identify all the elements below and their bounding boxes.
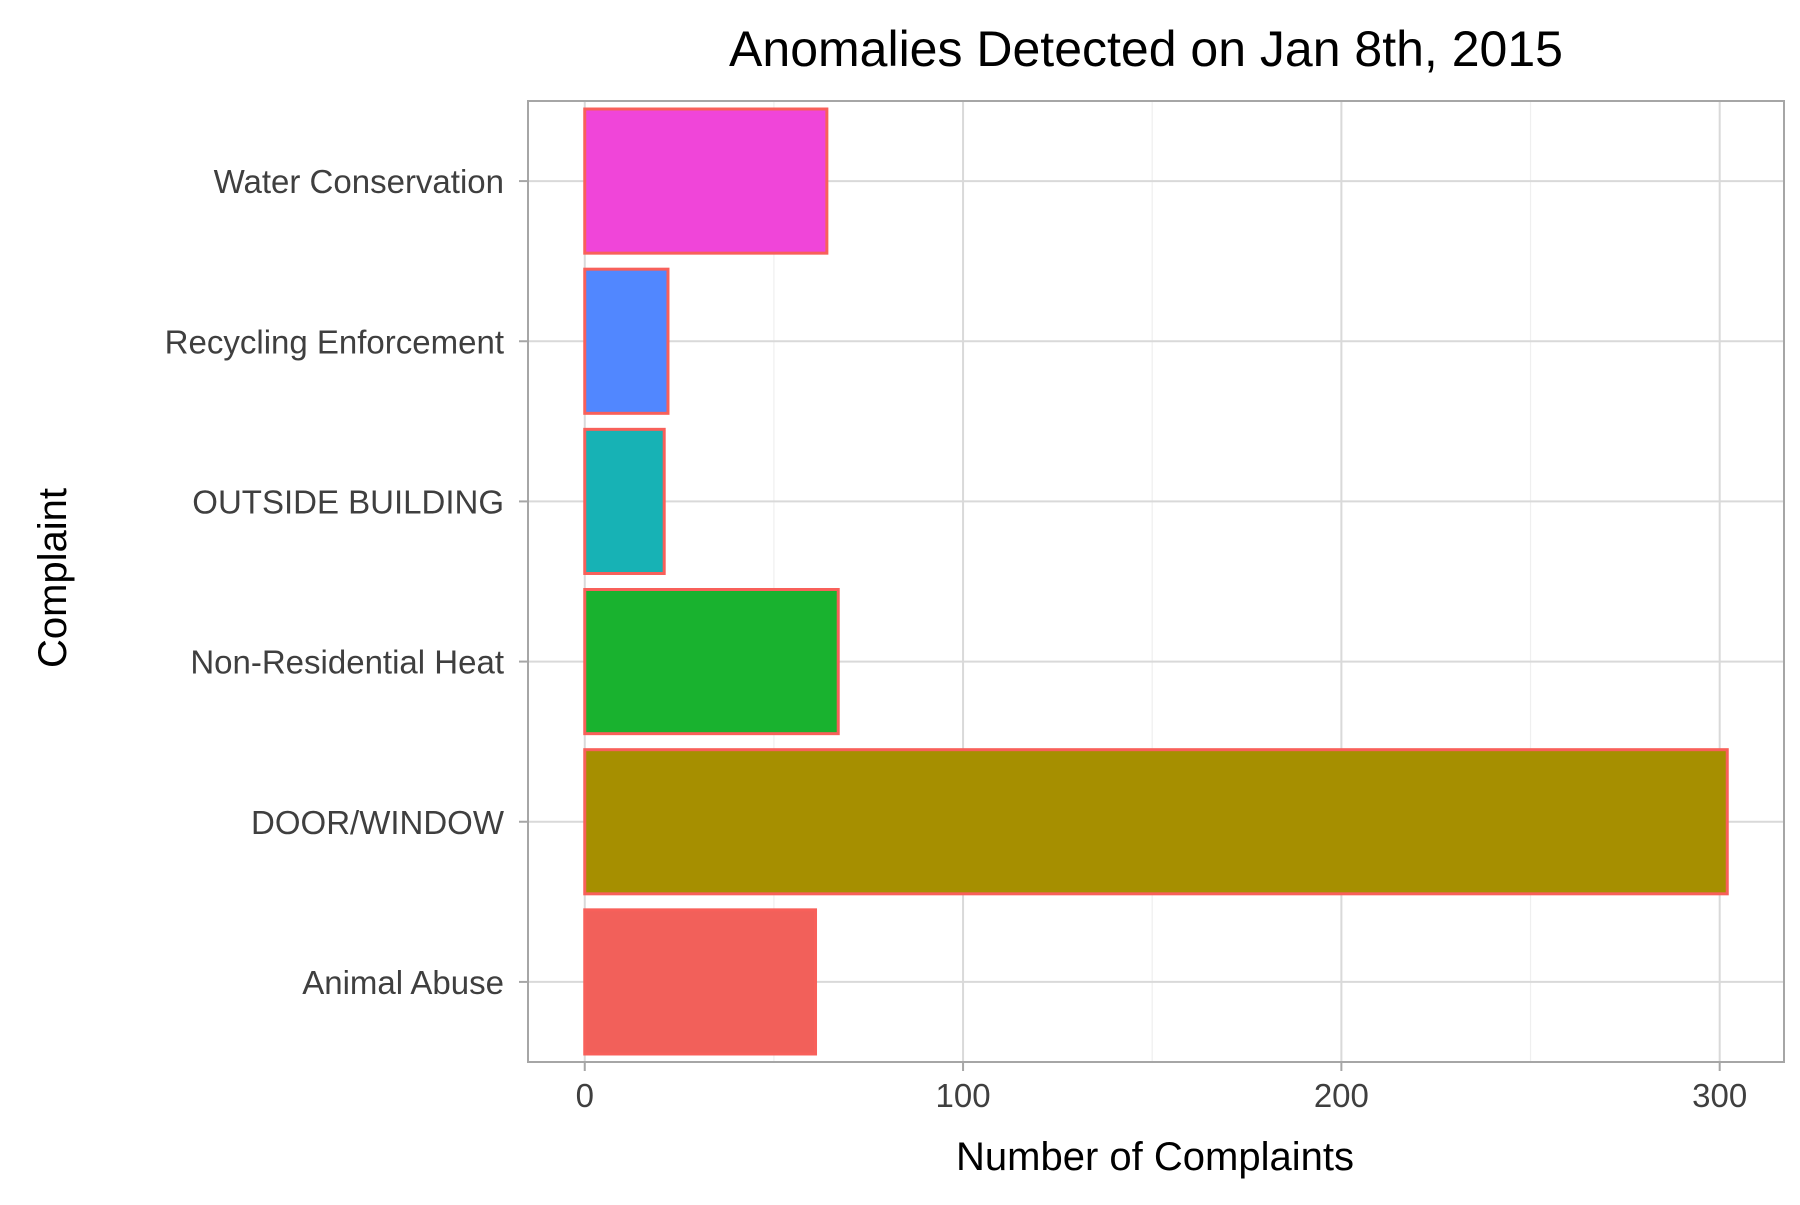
bar-door-window — [583, 748, 1729, 896]
y-tick-label: Animal Abuse — [302, 964, 504, 1001]
ticks-layer — [519, 180, 1721, 1071]
bar-animal-abuse — [583, 908, 818, 1056]
y-tick-label: DOOR/WINDOW — [251, 804, 505, 841]
y-tick-label: Recycling Enforcement — [165, 323, 504, 360]
bars-layer — [583, 107, 1729, 1056]
x-tick-label: 100 — [936, 1077, 991, 1114]
x-tick-label: 300 — [1692, 1077, 1747, 1114]
y-axis-title: Complaint — [31, 488, 75, 668]
y-tick-label: Water Conservation — [214, 163, 504, 200]
chart-title: Anomalies Detected on Jan 8th, 2015 — [729, 21, 1563, 77]
bar-outside-building — [583, 427, 666, 575]
x-tick-label: 0 — [576, 1077, 594, 1114]
plot-panel-border — [527, 100, 1785, 1063]
bar-recycling-enforcement — [583, 267, 670, 415]
tick-labels-layer: 0 100 200 300 Animal Abuse DOOR/WINDOW Non-Res… — [165, 163, 1748, 1114]
x-axis-title: Number of Complaints — [956, 1135, 1354, 1179]
bar-water-conservation — [583, 107, 829, 255]
x-tick-label: 200 — [1314, 1077, 1369, 1114]
y-tick-label: OUTSIDE BUILDING — [192, 483, 504, 520]
y-tick-label: Non-Residential Heat — [190, 644, 504, 681]
bar-non-residential-heat — [583, 588, 840, 736]
